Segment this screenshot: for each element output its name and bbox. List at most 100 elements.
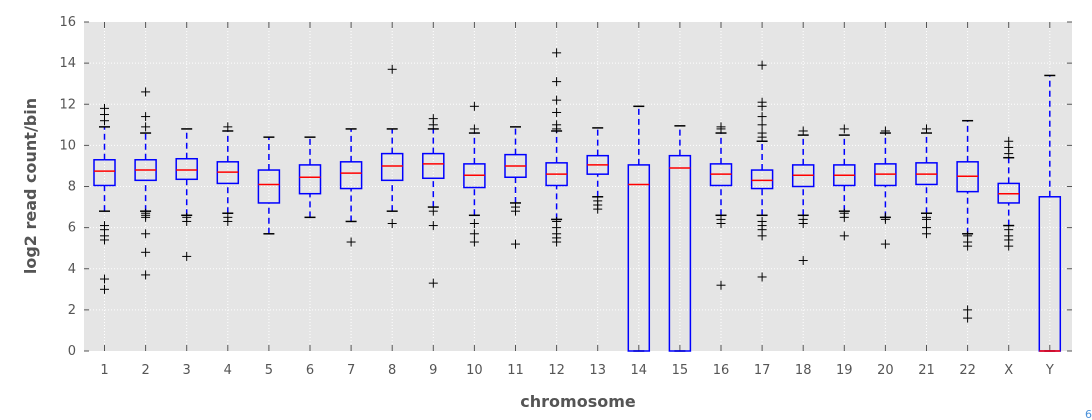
flier-point (880, 126, 890, 136)
flier-point (141, 208, 151, 218)
flier-point (922, 223, 931, 233)
flier-point (141, 112, 151, 122)
x-tick-label: 8 (388, 363, 396, 378)
y-tick-label: 10 (59, 138, 76, 153)
flier-point (716, 122, 726, 132)
x-tick-label: 14 (631, 363, 648, 378)
flier-point (469, 219, 479, 229)
box-6 (298, 136, 322, 219)
x-tick-label: 17 (754, 363, 771, 378)
flier-point (757, 97, 767, 107)
box-20 (874, 126, 897, 249)
box-15 (668, 125, 692, 352)
y-axis-label: log2 read count/bin (21, 98, 40, 274)
x-tick-label: 1 (100, 363, 108, 378)
flier-point (182, 251, 192, 261)
flier-point (469, 229, 479, 239)
x-axis-label: chromosome (520, 392, 636, 411)
flier-point (141, 270, 151, 280)
x-tick-label: 16 (713, 363, 730, 378)
y-tick-label: 0 (68, 344, 76, 359)
iqr-box (668, 154, 692, 352)
box-X (997, 136, 1020, 251)
x-tick-label: X (1004, 363, 1013, 378)
flier-point (141, 247, 151, 257)
x-tick-labels: 1 2 3 4 5 6 7 8 9 10 11 12 13 14 15 16 17 18 19 20 21 22 X Y (100, 363, 1053, 378)
flier-point (469, 237, 479, 247)
iqr-box (93, 159, 116, 187)
box-19 (833, 124, 856, 241)
box-3 (175, 128, 198, 261)
flier-point (100, 221, 109, 231)
box-13 (586, 127, 609, 214)
iqr-box (298, 164, 322, 195)
y-tick-label: 4 (68, 262, 76, 277)
flier-point (511, 202, 520, 212)
y-tick-label: 6 (68, 221, 76, 236)
x-tick-label: 12 (548, 363, 565, 378)
iqr-box (339, 161, 363, 190)
flier-point (428, 206, 438, 216)
flier-point (100, 284, 109, 294)
flier-point (552, 107, 562, 117)
flier-point (469, 101, 479, 111)
flier-point (963, 313, 973, 323)
flier-point (552, 120, 562, 130)
box-8 (380, 64, 404, 229)
box-5 (257, 136, 281, 235)
flier-point (346, 237, 356, 247)
flier-point (428, 114, 438, 124)
flier-point (223, 122, 233, 132)
flier-point (141, 229, 151, 239)
flier-point (757, 128, 767, 138)
flier-point (387, 219, 397, 229)
box-4 (216, 122, 240, 226)
corner-glyph: 6 (1085, 408, 1092, 420)
x-tick-label: 9 (429, 363, 437, 378)
flier-point (100, 274, 109, 284)
flier-point (593, 196, 603, 206)
flier-point (880, 212, 890, 222)
flier-point (757, 272, 767, 282)
flier-point (1004, 225, 1014, 235)
flier-point (552, 95, 562, 105)
flier-point (716, 280, 726, 290)
flier-point (880, 239, 890, 249)
flier-point (757, 60, 767, 70)
iqr-box (422, 152, 445, 180)
flier-point (922, 124, 931, 134)
x-tick-label: 11 (507, 363, 524, 378)
iqr-box (257, 169, 281, 204)
flier-point (182, 212, 192, 222)
y-tick-label: 16 (59, 15, 76, 30)
box-18 (791, 126, 815, 266)
box-11 (504, 126, 527, 249)
flier-point (839, 208, 849, 218)
flier-point (922, 212, 931, 222)
box-12 (545, 48, 568, 247)
flier-point (511, 239, 520, 249)
box-17 (750, 60, 774, 282)
flier-point (552, 77, 562, 87)
grid-lines (84, 22, 1072, 351)
flier-point (963, 305, 973, 315)
y-tick-label: 14 (59, 56, 76, 71)
flier-point (839, 231, 849, 241)
iqr-box (380, 152, 404, 182)
box-1 (93, 103, 116, 294)
x-tick-label: 21 (918, 363, 935, 378)
x-tick-label: 5 (265, 363, 273, 378)
box-9 (422, 114, 445, 288)
flier-point (757, 120, 767, 130)
x-tick-label: 22 (959, 363, 976, 378)
flier-point (469, 124, 479, 134)
x-tick-label: Y (1045, 363, 1054, 378)
box-Y (1038, 74, 1062, 352)
iqr-box (627, 164, 651, 352)
flier-point (1004, 136, 1014, 146)
x-tick-label: 19 (836, 363, 853, 378)
flier-point (839, 124, 849, 134)
box-series (93, 48, 1062, 352)
x-tick-label: 6 (306, 363, 314, 378)
x-tick-label: 15 (672, 363, 689, 378)
